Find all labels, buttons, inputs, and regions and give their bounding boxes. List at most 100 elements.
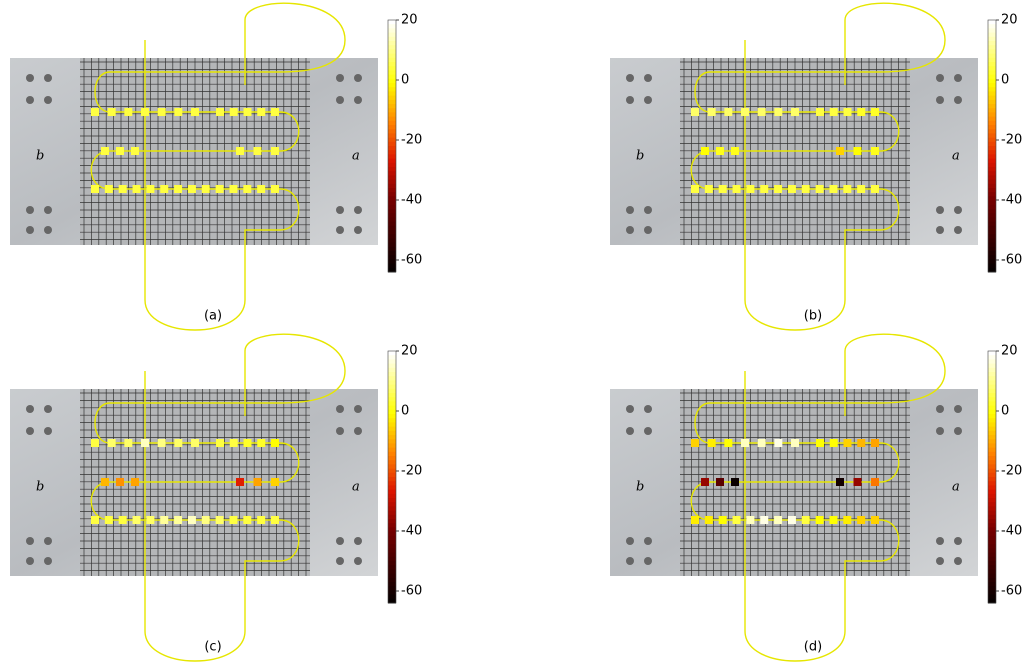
colorbar-slice (988, 544, 996, 549)
strain-cell (236, 478, 244, 486)
panel-label: (a) (204, 309, 222, 324)
strain-cell (244, 439, 252, 447)
bolt-hole (44, 96, 52, 104)
colorbar-slice (388, 62, 396, 67)
colorbar-slice (388, 41, 396, 46)
colorbar-slice (988, 511, 996, 516)
colorbar-slice (388, 125, 396, 130)
plate-mark: b (36, 149, 44, 164)
colorbar-slice (388, 142, 396, 147)
colorbar-slice (388, 259, 396, 264)
colorbar-tick-label: -40 (1001, 524, 1022, 539)
strain-cell (871, 185, 879, 193)
colorbar-slice (388, 28, 396, 33)
colorbar-slice (388, 192, 396, 197)
colorbar-slice (388, 435, 396, 440)
strain-cell (216, 185, 224, 193)
bolt-hole (954, 226, 962, 234)
colorbar-slice (388, 154, 396, 159)
strain-cell (843, 185, 851, 193)
colorbar-slice (388, 355, 396, 360)
bolt-hole (336, 557, 344, 565)
colorbar-slice (388, 548, 396, 553)
colorbar-slice (988, 91, 996, 96)
strain-cell (816, 185, 824, 193)
strain-cell (158, 108, 166, 116)
colorbar-slice (988, 66, 996, 71)
plate-mark: a (952, 149, 960, 164)
strain-cell (119, 185, 127, 193)
colorbar-slice (988, 154, 996, 159)
colorbar-slice (988, 523, 996, 528)
colorbar-tick-label: -20 (401, 133, 422, 148)
colorbar-slice (988, 443, 996, 448)
colorbar-tick-label: 20 (401, 13, 418, 28)
colorbar-slice (988, 481, 996, 486)
colorbar-slice (388, 569, 396, 574)
colorbar-slice (388, 255, 396, 260)
colorbar-slice (388, 117, 396, 122)
bolt-hole (954, 206, 962, 214)
bolt-hole (354, 537, 362, 545)
colorbar-slice (988, 70, 996, 75)
colorbar-slice (388, 167, 396, 172)
colorbar-slice (988, 389, 996, 394)
colorbar-slice (388, 422, 396, 427)
colorbar-slice (388, 243, 396, 248)
colorbar-slice (988, 410, 996, 415)
strain-cell (108, 108, 116, 116)
colorbar-slice (988, 167, 996, 172)
strain-cell (791, 439, 799, 447)
strain-cell (719, 516, 727, 524)
colorbar-slice (388, 376, 396, 381)
colorbar-slice (988, 83, 996, 88)
strain-cell (141, 108, 149, 116)
colorbar-tick-label: 20 (401, 344, 418, 359)
strain-cell (705, 516, 713, 524)
colorbar-slice (988, 117, 996, 122)
plate-mark: b (36, 480, 44, 495)
strain-cell (146, 185, 154, 193)
colorbar-slice (988, 527, 996, 532)
strain-cell (105, 185, 113, 193)
colorbar-slice (988, 62, 996, 67)
strain-cell (857, 108, 865, 116)
colorbar-slice (388, 393, 396, 398)
colorbar-slice (388, 511, 396, 516)
bolt-hole (354, 226, 362, 234)
colorbar-slice (988, 578, 996, 583)
colorbar-slice (988, 175, 996, 180)
colorbar-slice (388, 247, 396, 252)
colorbar-slice (388, 163, 396, 168)
bolt-hole (26, 537, 34, 545)
colorbar-slice (388, 100, 396, 105)
strain-cell (160, 185, 168, 193)
strain-cell (816, 516, 824, 524)
colorbar-tick-label: -60 (1001, 253, 1022, 268)
colorbar-slice (988, 490, 996, 495)
colorbar-slice (388, 460, 396, 465)
colorbar-slice (388, 582, 396, 587)
strain-cell (174, 439, 182, 447)
colorbar-slice (988, 569, 996, 574)
strain-cell (133, 516, 141, 524)
bolt-hole (44, 557, 52, 565)
colorbar-tick-label: 20 (1001, 344, 1018, 359)
colorbar-slice (988, 561, 996, 566)
bolt-hole (644, 206, 652, 214)
colorbar-slice (388, 146, 396, 151)
strain-cell (141, 439, 149, 447)
strain-cell (843, 516, 851, 524)
colorbar-slice (988, 222, 996, 227)
colorbar-slice (388, 37, 396, 42)
colorbar-slice (388, 196, 396, 201)
bolt-hole (644, 537, 652, 545)
colorbar-slice (388, 506, 396, 511)
colorbar-slice (988, 351, 996, 356)
colorbar-slice (988, 184, 996, 189)
colorbar-tick-label: -60 (1001, 584, 1022, 599)
bolt-hole (354, 74, 362, 82)
colorbar-slice (388, 590, 396, 595)
